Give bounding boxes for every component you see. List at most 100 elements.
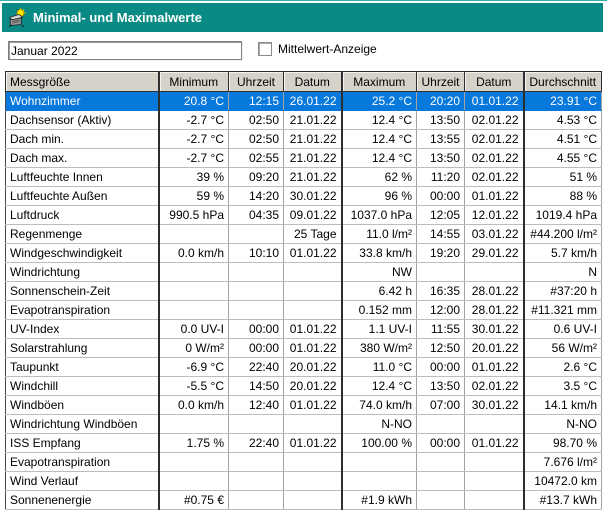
weather-station-icon [6,7,28,29]
value-cell [228,490,284,510]
value-cell [157,414,229,434]
value-cell: 11:20 [416,167,465,187]
measure-name-cell: Evapotranspiration [5,300,159,320]
measure-name-cell: Solarstrahlung [5,338,159,358]
value-cell [416,471,465,491]
value-cell [416,490,465,510]
value-cell [464,414,524,434]
table-row[interactable]: ISS Empfang 1.75 % 22:40 01.01.22 100.00 % 00… [5,433,602,453]
column-header[interactable]: Uhrzeit [416,71,465,92]
table-row[interactable]: Evapotranspiration 7.676 l/m² [5,452,602,472]
column-header[interactable]: Maximum [340,71,417,92]
table-row[interactable]: Luftfeuchte Außen 59 % 14:20 30.01.22 96 % 00… [5,186,602,206]
value-cell [157,281,229,301]
table-row[interactable]: Luftdruck 990.5 hPa 04:35 09.01.22 1037.0 hP… [5,205,602,225]
mittelwert-checkbox-group[interactable]: Mittelwert-Anzeige [258,42,377,56]
measure-name-cell: Dach max. [5,148,159,168]
value-cell [228,300,284,320]
table-row[interactable]: Taupunkt -6.9 °C 22:40 20.01.22 11.0 °C 00:00… [5,357,602,377]
value-cell: 09:20 [228,167,284,187]
value-cell: 13:55 [416,129,465,149]
value-cell: 00:00 [416,433,465,453]
measure-name-cell: Dach min. [5,129,159,149]
value-cell: 13:50 [416,376,465,396]
value-cell: -2.7 °C [157,148,229,168]
value-cell: 21.01.22 [283,110,342,130]
value-cell [416,452,465,472]
titlebar[interactable]: Minimal- und Maximalwerte [2,3,603,32]
value-cell: 22:40 [228,357,284,377]
value-cell: 12:50 [416,338,465,358]
table-row[interactable]: Windchill -5.5 °C 14:50 20.01.22 12.4 °C 13:5… [5,376,602,396]
value-cell: 10:10 [228,243,284,263]
measure-name-cell: Evapotranspiration [5,452,159,472]
table-row[interactable]: Windrichtung Windböen N-NO N-NO [5,414,602,434]
table-row[interactable]: Windböen 0.0 km/h 12:40 01.01.22 74.0 km/h 07… [5,395,602,415]
table-row[interactable]: Windgeschwindigkeit 0.0 km/h 10:10 01.01.22… [5,243,602,263]
value-cell: 02.01.22 [464,129,524,149]
mittelwert-checkbox[interactable] [258,42,272,56]
table-row[interactable]: Wohnzimmer 20.8 °C 12:15 26.01.22 25.2 °C 20:… [5,91,602,111]
value-cell: 14:20 [228,186,284,206]
value-cell: 2.6 °C [522,357,602,377]
value-cell: 19:20 [416,243,465,263]
table-row[interactable]: Sonnenschein-Zeit 6.42 h 16:35 28.01.22 #37:… [5,281,602,301]
table-row[interactable]: Dach max. -2.7 °C 02:55 21.01.22 12.4 °C 13:5… [5,148,602,168]
value-cell: 6.42 h [340,281,417,301]
table-row[interactable]: Dachsensor (Aktiv) -2.7 °C 02:50 21.01.22 12… [5,110,602,130]
table-row[interactable]: Windrichtung NW N [5,262,602,282]
value-cell [283,490,342,510]
value-cell: 74.0 km/h [340,395,417,415]
value-cell: 14:50 [228,376,284,396]
value-cell: 02.01.22 [464,376,524,396]
value-cell [157,300,229,320]
table-row[interactable]: Solarstrahlung 0 W/m² 00:00 01.01.22 380 W/m… [5,338,602,358]
value-cell: 00:00 [416,357,465,377]
table-row[interactable]: Sonnenenergie #0.75 € #1.9 kWh #13.7 kWh [5,490,602,510]
measure-name-cell: ISS Empfang [5,433,159,453]
value-cell: 12.01.22 [464,205,524,225]
value-cell: 07:00 [416,395,465,415]
minmax-table: Messgröße Minimum Uhrzeit Datum Maximum Uhrze… [5,71,602,510]
measure-name-cell: Luftfeuchte Innen [5,167,159,187]
value-cell: 33.8 km/h [340,243,417,263]
column-header[interactable]: Uhrzeit [228,71,284,92]
value-cell: 01.01.22 [283,395,342,415]
table-row[interactable]: Luftfeuchte Innen 39 % 09:20 21.01.22 62 % 11… [5,167,602,187]
measure-name-cell: Luftdruck [5,205,159,225]
value-cell: 30.01.22 [283,186,342,206]
value-cell: #1.9 kWh [340,490,417,510]
value-cell: 25 Tage [283,224,342,244]
column-header[interactable]: Messgröße [5,71,159,92]
table-row[interactable]: Evapotranspiration 0.152 mm 12:00 28.01.22 #… [5,300,602,320]
column-header[interactable]: Minimum [157,71,229,92]
window-title: Minimal- und Maximalwerte [33,10,203,25]
value-cell [464,452,524,472]
table-row[interactable]: Wind Verlauf 10472.0 km [5,471,602,491]
value-cell: N-NO [340,414,417,434]
value-cell: 30.01.22 [464,319,524,339]
value-cell [464,262,524,282]
column-header[interactable]: Datum [464,71,524,92]
table-row[interactable]: UV-Index 0.0 UV-I 00:00 01.01.22 1.1 UV-I 11:… [5,319,602,339]
column-header[interactable]: Durchschnitt [522,71,602,92]
measure-name-cell: Windgeschwindigkeit [5,243,159,263]
value-cell: -6.9 °C [157,357,229,377]
value-cell [416,262,465,282]
value-cell: 380 W/m² [340,338,417,358]
value-cell: 0.0 km/h [157,243,229,263]
value-cell: 02:55 [228,148,284,168]
value-cell: 20.01.22 [283,376,342,396]
value-cell: 23.91 °C [522,91,602,111]
table-row[interactable]: Regenmenge 25 Tage 11.0 l/m² 14:55 03.01.22 #… [5,224,602,244]
value-cell: 14:55 [416,224,465,244]
value-cell: 12:00 [416,300,465,320]
period-input[interactable] [8,41,242,60]
value-cell: 02.01.22 [464,110,524,130]
value-cell: 10472.0 km [522,471,602,491]
table-row[interactable]: Dach min. -2.7 °C 02:50 21.01.22 12.4 °C 13:5… [5,129,602,149]
value-cell: 22:40 [228,433,284,453]
value-cell: 11.0 °C [340,357,417,377]
column-header[interactable]: Datum [283,71,342,92]
value-cell [228,471,284,491]
